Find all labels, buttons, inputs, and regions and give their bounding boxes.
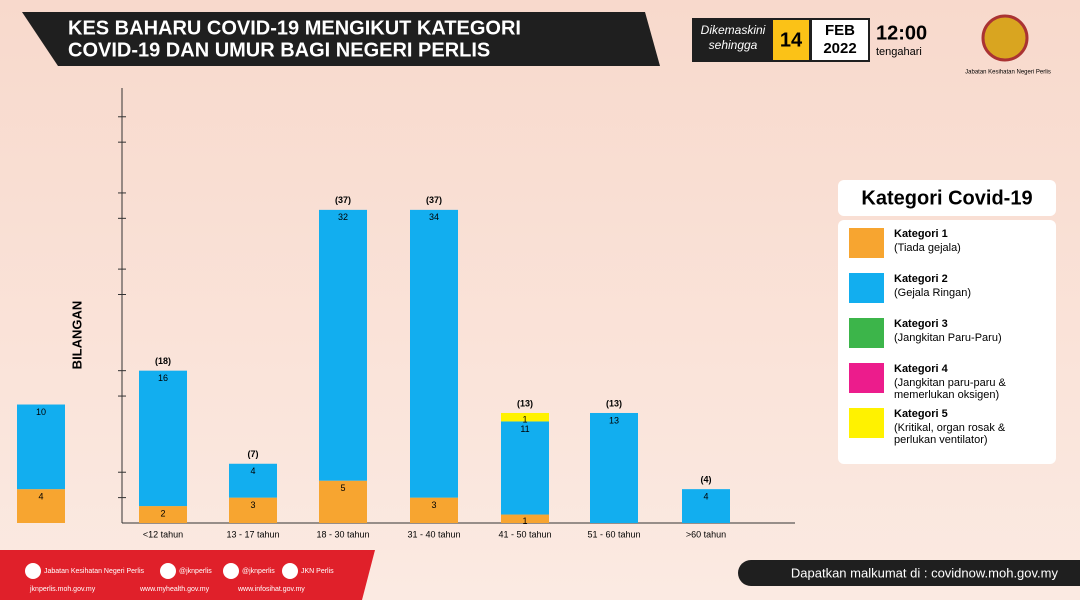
data-label: 13 [609,415,619,425]
title-banner [22,12,660,66]
youtube-icon [282,563,298,579]
legend-swatch [849,318,884,348]
data-label: 1 [522,415,527,425]
data-label: 4 [38,492,43,502]
data-label: 32 [338,212,348,222]
twitter-icon [160,563,176,579]
bar-segment [139,506,187,523]
legend-description: (Jangkitan Paru-Paru) [894,332,1002,344]
bar-segment [410,209,458,498]
legend-description: (Gejala Ringan) [894,287,971,299]
x-tick-label: 51 - 60 tahun [587,529,640,539]
legend-label: Kategori 4 [894,363,949,375]
data-label: 4 [250,466,255,476]
total-label: (37) [335,195,351,205]
bar-segment [319,480,367,523]
bar-segment [229,463,277,498]
footer-text: JKN Perlis [301,568,334,575]
data-label: 1 [522,516,527,526]
footer-text: www.myhealth.gov.my [139,586,210,593]
total-label: (18) [155,356,171,366]
legend-swatch [849,273,884,303]
footer-text: @jknperlis [179,568,212,575]
legend-description: (Jangkitan paru-paru & memerlukan oksigen… [894,377,1007,401]
legend-box [838,220,1056,464]
day-box [773,20,809,60]
x-tick-label: 31 - 40 tahun [407,529,460,539]
footer-banner [0,550,375,600]
legend-label: Kategori 5 [894,408,948,420]
total-label: (13) [606,398,622,408]
updated-label: sehingga [709,38,758,52]
time: 12:00 [876,22,927,44]
bar-segment [319,209,367,481]
data-label: 3 [431,500,436,510]
bar-segment [501,412,549,422]
instagram-icon [223,563,239,579]
data-label: 10 [36,407,46,417]
info-box [738,560,1080,586]
legend-title: Kategori Covid-19 [861,187,1032,209]
data-label: 3 [250,500,255,510]
day: 14 [780,29,803,51]
footer-text: jknperlis.moh.gov.my [29,586,96,593]
data-label: 2 [160,508,165,518]
facebook-icon [25,563,41,579]
agency: Jabatan Kesihatan Negeri Perlis [965,70,1051,76]
x-tick-label: 41 - 50 tahun [498,529,551,539]
data-label: 4 [703,492,708,502]
logo [981,14,1029,62]
legend-swatch [849,408,884,438]
footer-text: www.infosihat.gov.my [237,586,305,593]
month-box [812,20,868,60]
bar-segment [501,421,549,515]
total-label: (7) [248,449,259,459]
data-label: 5 [340,483,345,493]
month: FEB [825,22,855,39]
footer-text: @jknperlis [242,568,275,575]
x-tick-label: <12 tahun [143,529,183,539]
title: KES BAHARU COVID-19 MENGIKUT KATEGORI [68,17,521,39]
legend-title-box [838,180,1056,216]
total-label: (13) [517,398,533,408]
x-tick-label: 18 - 30 tahun [316,529,369,539]
bar-segment [590,412,638,523]
x-tick-label: 13 - 17 tahun [226,529,279,539]
bar-segment [17,489,65,523]
bar-segment [501,514,549,523]
legend-label: Kategori 1 [894,228,948,240]
year: 2022 [823,40,856,57]
title: COVID-19 DAN UMUR BAGI NEGERI PERLIS [68,39,490,61]
bar-segment [229,497,277,523]
legend-label: Kategori 2 [894,273,948,285]
legend-description: (Kritikal, organ rosak & perlukan ventila… [894,422,1006,446]
legend-description: (Tiada gejala) [894,242,961,254]
total-label: (4) [701,475,712,485]
legend-label: Kategori 3 [894,318,948,330]
total-label: (37) [426,195,442,205]
footer-text: Jabatan Kesihatan Negeri Perlis [44,568,145,575]
x-tick-label: >60 tahun [686,529,726,539]
y-axis-label: BILANGAN [69,301,84,370]
info: Dapatkan malkumat di : covidnow.moh.gov.… [791,565,1059,580]
bar-segment [682,489,730,523]
updated-label: Dikemaskini [701,23,766,37]
legend-swatch [849,228,884,258]
legend-swatch [849,363,884,393]
time-note: tengahari [876,46,922,58]
bar-segment [139,370,187,507]
bar-segment [17,404,65,490]
data-label: 16 [158,373,168,383]
data-label: 11 [520,424,529,434]
data-label: 34 [429,212,439,222]
bar-segment [410,497,458,523]
